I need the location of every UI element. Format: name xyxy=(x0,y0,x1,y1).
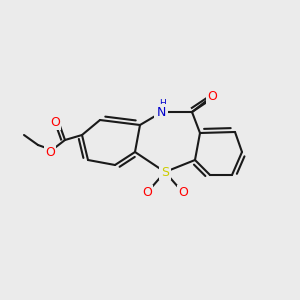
Text: O: O xyxy=(50,116,60,128)
Text: O: O xyxy=(45,146,55,158)
Text: O: O xyxy=(207,89,217,103)
Text: O: O xyxy=(178,187,188,200)
Text: H: H xyxy=(159,100,165,109)
Text: N: N xyxy=(156,106,166,118)
Text: O: O xyxy=(142,187,152,200)
Text: S: S xyxy=(161,166,169,178)
